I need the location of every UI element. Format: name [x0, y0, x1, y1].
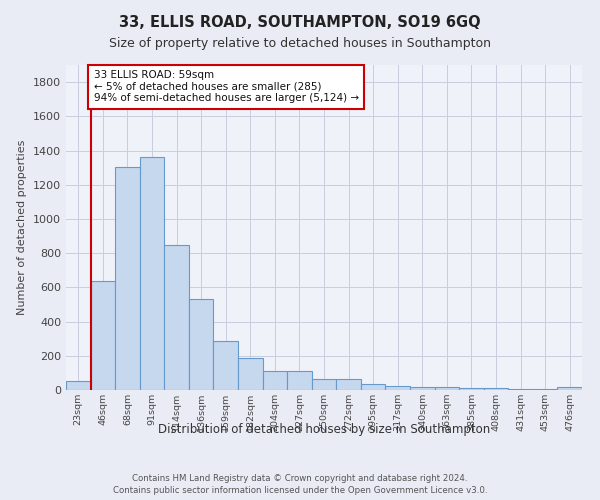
Y-axis label: Number of detached properties: Number of detached properties [17, 140, 28, 315]
Bar [238, 358, 263, 390]
Bar [361, 384, 385, 390]
Bar [312, 379, 336, 390]
Bar [410, 388, 434, 390]
Bar [287, 371, 312, 390]
Bar [336, 379, 361, 390]
Text: Contains public sector information licensed under the Open Government Licence v3: Contains public sector information licen… [113, 486, 487, 495]
Bar [140, 156, 164, 390]
Bar [508, 389, 533, 390]
Bar [385, 386, 410, 390]
Text: Contains HM Land Registry data © Crown copyright and database right 2024.: Contains HM Land Registry data © Crown c… [132, 474, 468, 483]
Bar [66, 380, 91, 390]
Bar [189, 300, 214, 390]
Bar [214, 341, 238, 390]
Text: Size of property relative to detached houses in Southampton: Size of property relative to detached ho… [109, 38, 491, 51]
Text: 33, ELLIS ROAD, SOUTHAMPTON, SO19 6GQ: 33, ELLIS ROAD, SOUTHAMPTON, SO19 6GQ [119, 15, 481, 30]
Bar [459, 388, 484, 390]
Bar [434, 388, 459, 390]
Text: 33 ELLIS ROAD: 59sqm
← 5% of detached houses are smaller (285)
94% of semi-detac: 33 ELLIS ROAD: 59sqm ← 5% of detached ho… [94, 70, 359, 103]
Bar [484, 388, 508, 390]
Text: Distribution of detached houses by size in Southampton: Distribution of detached houses by size … [158, 422, 490, 436]
Bar [115, 167, 140, 390]
Bar [557, 388, 582, 390]
Bar [164, 246, 189, 390]
Bar [263, 371, 287, 390]
Bar [533, 389, 557, 390]
Bar [91, 282, 115, 390]
